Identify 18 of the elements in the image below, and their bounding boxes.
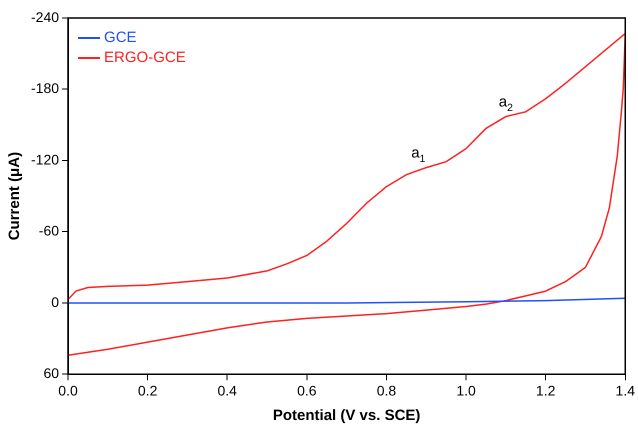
x-tick-label: 1.4 <box>616 382 636 398</box>
y-tick-label: 60 <box>43 365 60 382</box>
x-tick-label: 1.0 <box>456 382 476 398</box>
legend-label: ERGO-GCE <box>104 49 186 66</box>
y-tick-label: -240 <box>30 8 60 25</box>
x-axis-title: Potential (V vs. SCE) <box>272 407 420 424</box>
y-axis-title: Current (μA) <box>6 152 24 240</box>
y-tick-label: -60 <box>38 222 60 239</box>
x-tick-label: 0.6 <box>297 382 317 398</box>
x-tick-label: 0.8 <box>376 382 396 398</box>
y-tick-label: -120 <box>30 151 60 168</box>
x-tick-label: 1.2 <box>536 382 556 398</box>
y-tick-label: 0 <box>51 294 60 310</box>
x-tick-label: 0.4 <box>218 382 238 398</box>
y-tick-label: -180 <box>30 80 60 96</box>
legend-label: GCE <box>104 29 137 46</box>
x-tick-label: 0.2 <box>138 382 158 398</box>
x-tick-label: 0.0 <box>58 382 78 398</box>
